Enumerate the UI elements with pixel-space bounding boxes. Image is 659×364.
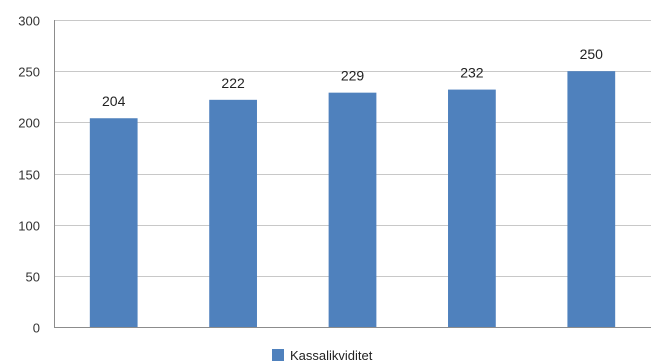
y-tick-label: 250 (18, 65, 40, 80)
bar-data-label: 232 (460, 65, 484, 81)
bar (567, 71, 616, 328)
y-tick-label: 150 (18, 168, 40, 183)
legend-label: Kassalikviditet (290, 348, 373, 363)
bars (89, 71, 616, 328)
data-labels: 204 222 229 232 250 (102, 46, 603, 109)
bar (328, 92, 377, 327)
bar (448, 89, 496, 327)
y-tick-label: 200 (18, 116, 40, 131)
y-tick-labels: 0 50 100 150 200 250 300 (18, 14, 40, 336)
y-tick-label: 50 (26, 270, 40, 285)
bar-data-label: 250 (580, 46, 604, 62)
bar (89, 118, 138, 328)
bar-data-label: 222 (221, 75, 245, 91)
bar (209, 99, 257, 327)
y-tick-label: 300 (18, 14, 40, 29)
bar-data-label: 204 (102, 93, 126, 109)
legend-swatch (272, 349, 284, 361)
legend: Kassalikviditet (272, 348, 373, 363)
y-tick-label: 0 (33, 321, 40, 336)
axes (54, 20, 651, 328)
bar-data-label: 229 (341, 68, 365, 84)
y-tick-label: 100 (18, 219, 40, 234)
